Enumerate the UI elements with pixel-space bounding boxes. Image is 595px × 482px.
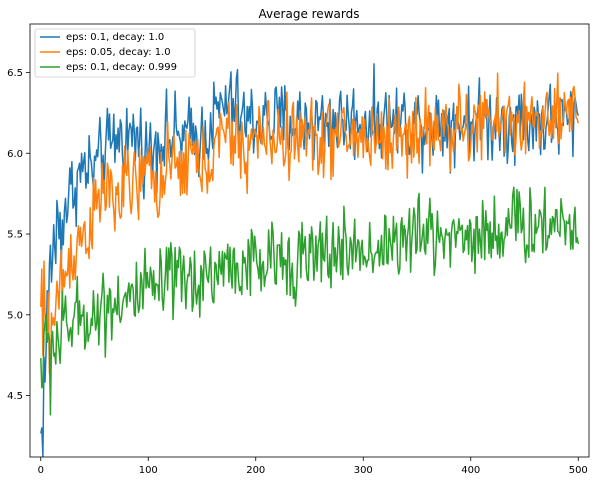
x-tick-label: 500 — [569, 465, 588, 476]
x-tick-label: 300 — [354, 465, 373, 476]
y-tick-label: 6.0 — [7, 149, 23, 160]
x-tick-label: 100 — [139, 465, 158, 476]
x-tick-label: 200 — [246, 465, 265, 476]
series-line-2 — [40, 186, 580, 416]
y-tick-label: 4.5 — [7, 391, 23, 402]
series-layer — [40, 63, 580, 457]
x-tick-label: 400 — [461, 465, 480, 476]
y-tick-label: 5.5 — [7, 230, 23, 241]
legend-label-2: eps: 0.1, decay: 0.999 — [66, 62, 177, 73]
legend-box — [34, 28, 196, 78]
y-axis: 4.5 5.0 5.5 6.0 6.5 — [7, 68, 30, 402]
x-axis: 0 100 200 300 400 500 — [38, 457, 588, 476]
y-tick-label: 6.5 — [7, 68, 23, 79]
x-tick-label: 0 — [38, 465, 44, 476]
legend-label-0: eps: 0.1, decay: 1.0 — [66, 32, 164, 43]
legend-label-1: eps: 0.05, decay: 1.0 — [66, 47, 171, 58]
chart-title: Average rewards — [259, 7, 360, 21]
series-line-1 — [40, 72, 580, 383]
legend: eps: 0.1, decay: 1.0 eps: 0.05, decay: 1… — [34, 28, 196, 78]
y-tick-label: 5.0 — [7, 310, 23, 321]
plot-area — [40, 63, 580, 457]
plot-frame — [29, 23, 590, 458]
series-line-0 — [40, 63, 580, 457]
